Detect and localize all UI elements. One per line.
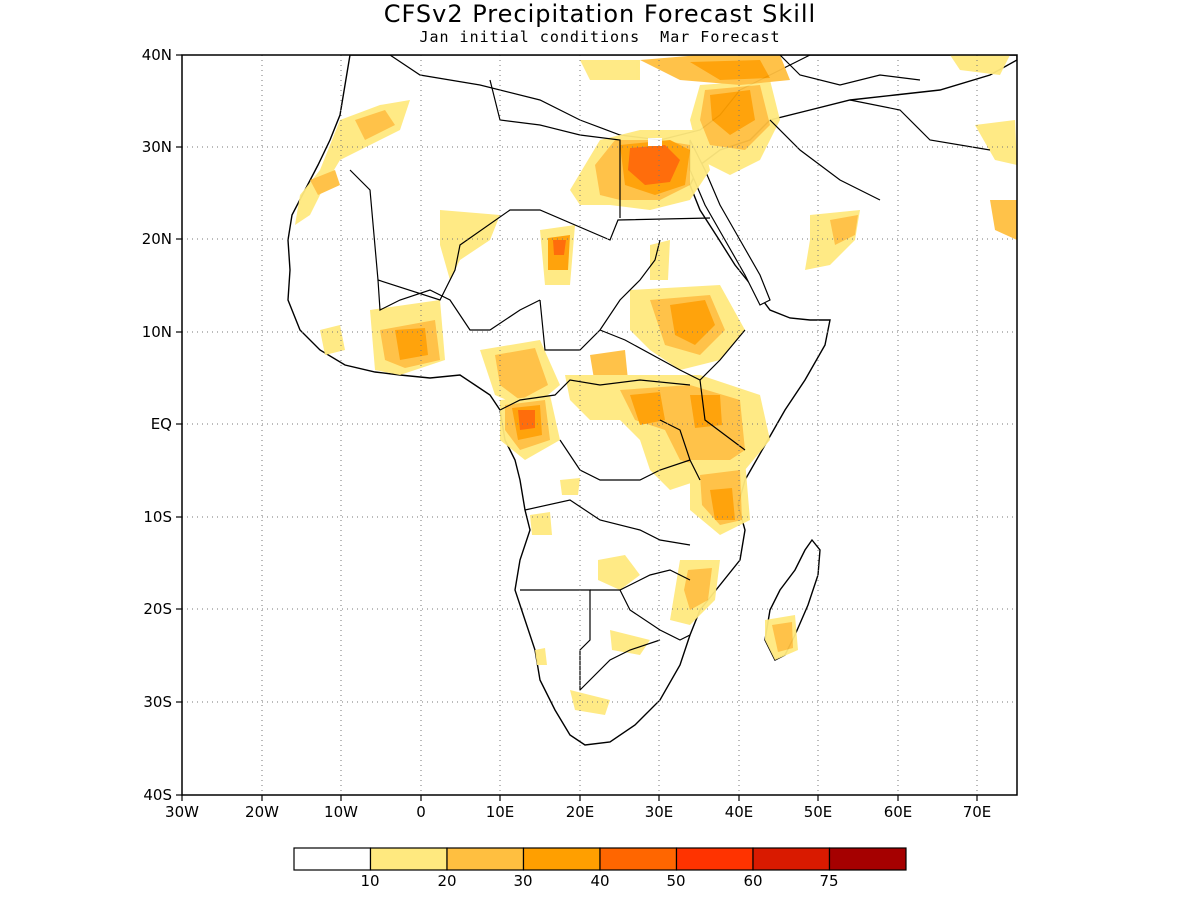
map-content <box>182 55 1017 795</box>
colorbar-label-10: 10 <box>360 872 380 890</box>
lon-label-0: 0 <box>416 803 426 821</box>
colorbar-label-50: 50 <box>666 872 686 890</box>
lon-label-70e: 70E <box>962 803 992 821</box>
colorbar <box>293 847 907 871</box>
colorbar-swatch <box>752 847 831 871</box>
country-borders <box>349 55 991 691</box>
colorbar-swatch <box>599 847 678 871</box>
plot-frame <box>181 54 1018 796</box>
colorbar-swatch <box>522 847 601 871</box>
lat-label-10s: 10S <box>143 508 172 526</box>
graticule <box>182 55 1017 795</box>
lat-label-30s: 30S <box>143 693 172 711</box>
lon-label-30e: 30E <box>644 803 674 821</box>
lon-label-50e: 50E <box>803 803 833 821</box>
colorbar-label-60: 60 <box>743 872 763 890</box>
axis-ticks <box>176 54 978 801</box>
colorbar-label-40: 40 <box>590 872 610 890</box>
red-sea <box>689 139 771 306</box>
lon-label-20e: 20E <box>565 803 595 821</box>
lon-label-20w: 20W <box>245 803 279 821</box>
lat-label-40s: 40S <box>143 786 172 804</box>
lat-label-10n: 10N <box>141 323 172 341</box>
colorbar-swatch <box>369 847 448 871</box>
lon-label-40e: 40E <box>724 803 754 821</box>
lon-label-30w: 30W <box>165 803 199 821</box>
lon-label-10w: 10W <box>324 803 358 821</box>
lat-label-40n: 40N <box>141 46 172 64</box>
lat-label-20n: 20N <box>141 230 172 248</box>
lat-label-eq: EQ <box>150 415 172 433</box>
colorbar-swatch <box>293 847 372 871</box>
map-subtitle: Jan initial conditions Mar Forecast <box>419 28 781 46</box>
colorbar-label-20: 20 <box>437 872 457 890</box>
map-title: CFSv2 Precipitation Forecast Skill <box>383 0 817 28</box>
lon-label-60e: 60E <box>883 803 913 821</box>
lat-label-30n: 30N <box>141 138 172 156</box>
lon-label-10e: 10E <box>485 803 515 821</box>
colorbar-label-75: 75 <box>819 872 839 890</box>
colorbar-swatch <box>675 847 754 871</box>
colorbar-label-30: 30 <box>513 872 533 890</box>
colorbar-swatch <box>828 847 907 871</box>
colorbar-swatch <box>446 847 525 871</box>
lat-label-20s: 20S <box>143 600 172 618</box>
